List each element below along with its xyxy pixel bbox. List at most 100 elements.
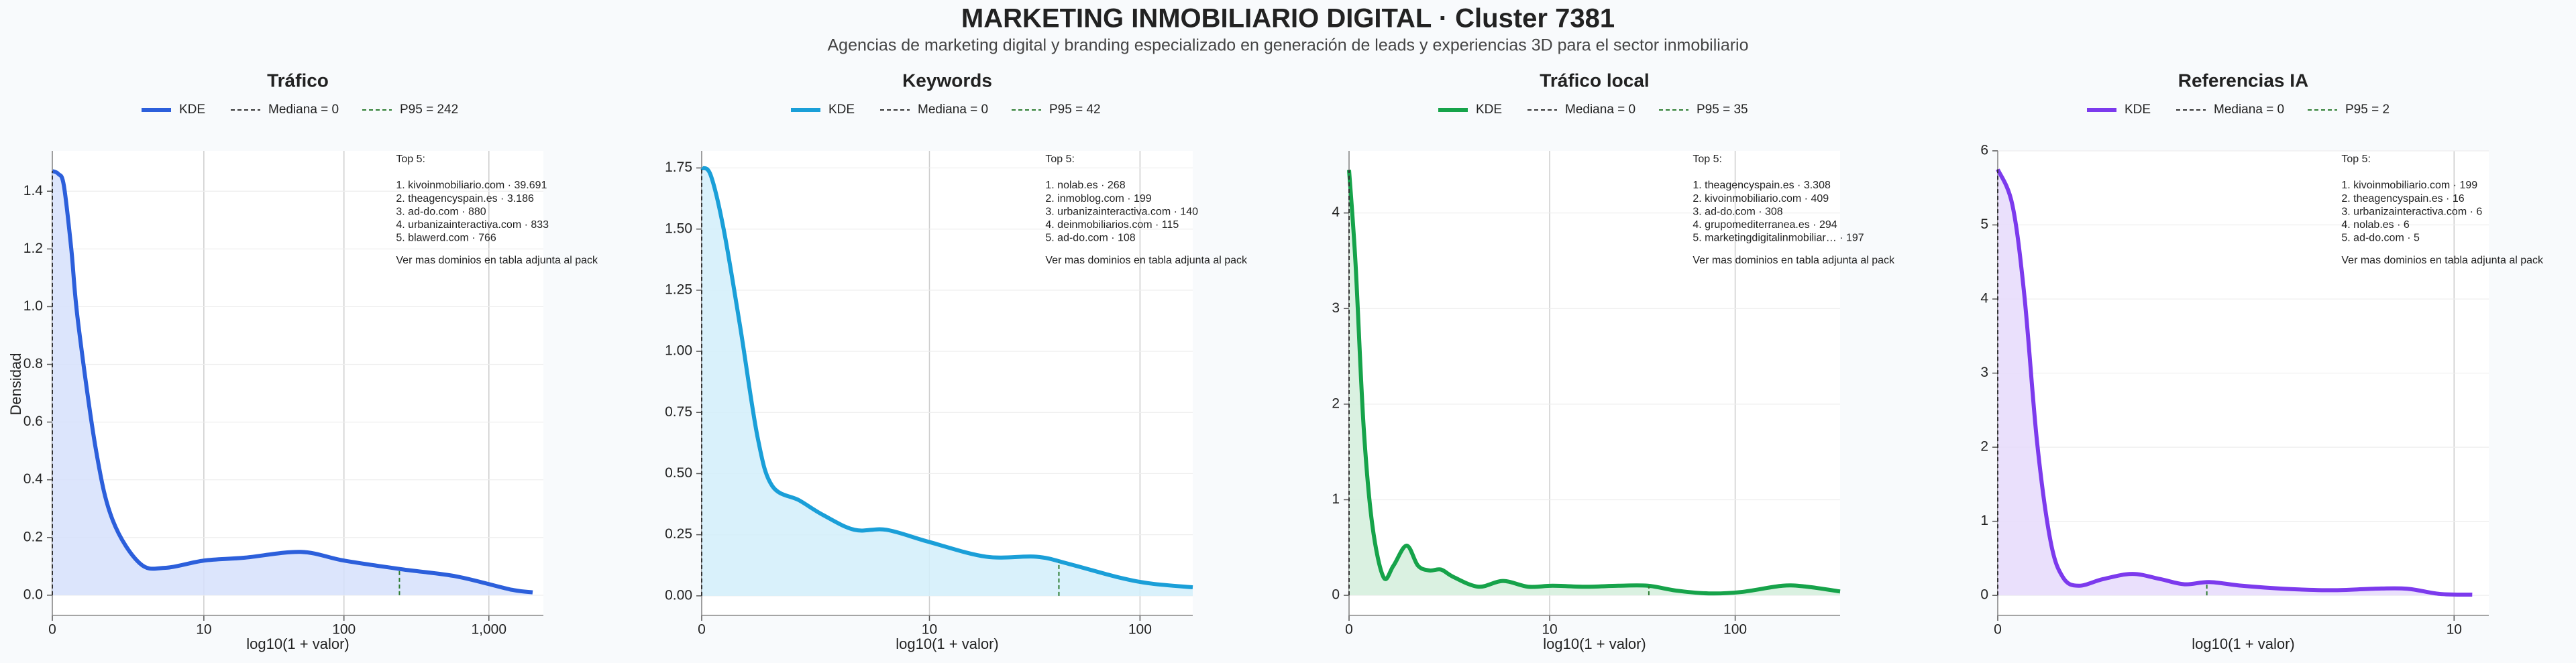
x-tick-label: 0	[1994, 622, 2002, 638]
y-tick-label: 1	[1332, 491, 1340, 507]
x-tick-label: 1,000	[471, 622, 506, 638]
x-axis-label: log10(1 + valor)	[896, 636, 998, 652]
annotation-line: 3. urbanizainteractiva.com · 140	[1045, 206, 1198, 217]
annotation-line: 3. ad-do.com · 308	[1693, 206, 1782, 217]
plot-area	[1349, 151, 1840, 615]
y-tick-label: 2	[1980, 439, 1988, 455]
y-tick-label: 0	[1980, 587, 1988, 603]
y-tick-label: 4	[1980, 291, 1988, 306]
legend-label: Mediana = 0	[918, 103, 988, 117]
y-tick-label: 3	[1332, 300, 1340, 316]
x-axis-label: log10(1 + valor)	[2192, 636, 2294, 652]
y-tick-label: 1.4	[23, 183, 44, 198]
annotation-line: 5. blawerd.com · 766	[396, 233, 496, 244]
x-tick-label: 100	[1723, 622, 1747, 638]
annotation-footer: Ver mas dominios en tabla adjunta al pac…	[396, 255, 598, 266]
annotation-line: 4. nolab.es · 6	[2341, 219, 2410, 231]
legend-label: P95 = 35	[1697, 103, 1748, 117]
annotation-line: 5. marketingdigitalinmobiliar… · 197	[1693, 233, 1864, 244]
y-tick-label: 1.00	[665, 343, 692, 359]
kde-line	[1996, 168, 2473, 597]
annotation-line: 5. ad-do.com · 5	[2341, 233, 2420, 244]
figure-subtitle: Agencias de marketing digital y branding…	[827, 36, 1748, 55]
y-tick-label: 1.25	[665, 282, 692, 297]
panel-title: Keywords	[902, 70, 992, 91]
y-tick-label: 0.4	[23, 471, 44, 487]
legend-label: P95 = 42	[1049, 103, 1101, 117]
y-tick-label: 1.2	[23, 241, 43, 256]
legend-label: P95 = 242	[400, 103, 458, 117]
y-tick-label: 0.50	[665, 465, 692, 481]
x-axis-label: log10(1 + valor)	[246, 636, 349, 652]
y-axis-label: Densidad	[7, 353, 24, 416]
kde-area	[702, 168, 1193, 596]
annotation-line: 4. deinmobiliarios.com · 115	[1045, 219, 1179, 231]
x-tick-label: 0	[698, 622, 706, 638]
y-tick-label: 0.25	[665, 526, 692, 542]
legend-label: P95 = 2	[2345, 103, 2390, 117]
kde-line	[51, 169, 533, 595]
legend-label: Mediana = 0	[2214, 103, 2284, 117]
legend-label: KDE	[179, 103, 205, 117]
panel-title: Tráfico	[267, 70, 329, 91]
annotation-line: 5. ad-do.com · 108	[1045, 233, 1135, 244]
annotation-line: 4. urbanizainteractiva.com · 833	[396, 219, 549, 231]
y-tick-label: 0	[1332, 587, 1340, 603]
panel-title: Referencias IA	[2178, 70, 2309, 91]
annotation-line: 1. theagencyspain.es · 3.308	[1693, 180, 1831, 191]
annotation-line: 3. ad-do.com · 880	[396, 206, 486, 217]
kde-line	[700, 166, 1193, 590]
plot-area	[1998, 151, 2489, 615]
kde-line	[1347, 170, 1841, 596]
annotation-title: Top 5:	[2341, 154, 2371, 165]
y-tick-label: 0.0	[23, 587, 43, 602]
y-tick-label: 0.8	[23, 356, 43, 371]
x-tick-label: 10	[2447, 622, 2462, 638]
y-tick-label: 2	[1332, 396, 1340, 411]
kde-area	[1998, 169, 2473, 596]
y-tick-label: 0.75	[665, 404, 692, 420]
y-tick-label: 0.6	[23, 414, 43, 429]
annotation-line: 1. kivoinmobiliario.com · 199	[2341, 180, 2477, 191]
annotation-line: 3. urbanizainteractiva.com · 6	[2341, 206, 2482, 217]
annotation-line: 2. inmoblog.com · 199	[1045, 193, 1151, 204]
annotation-title: Top 5:	[396, 154, 425, 165]
x-tick-label: 10	[196, 622, 211, 638]
x-tick-label: 0	[48, 622, 56, 638]
plot-area	[52, 151, 543, 615]
y-tick-label: 3	[1980, 365, 1988, 380]
x-tick-label: 0	[1345, 622, 1353, 638]
y-tick-label: 1	[1980, 513, 1988, 528]
x-tick-label: 100	[332, 622, 356, 638]
annotation-footer: Ver mas dominios en tabla adjunta al pac…	[1045, 255, 1248, 266]
annotation-line: 4. grupomediterranea.es · 294	[1693, 219, 1837, 231]
annotation-title: Top 5:	[1045, 154, 1075, 165]
annotation-line: 2. kivoinmobiliario.com · 409	[1693, 193, 1829, 204]
y-tick-label: 0.2	[23, 529, 43, 544]
legend-label: KDE	[1476, 103, 1502, 117]
annotation-line: 2. theagencyspain.es · 16	[2341, 193, 2464, 204]
legend-label: KDE	[828, 103, 855, 117]
legend-label: Mediana = 0	[1565, 103, 1635, 117]
kde-area	[52, 171, 533, 595]
y-tick-label: 1.50	[665, 221, 692, 236]
y-tick-label: 1.0	[23, 298, 43, 314]
annotation-title: Top 5:	[1693, 154, 1722, 165]
annotation-footer: Ver mas dominios en tabla adjunta al pac…	[2341, 255, 2544, 266]
y-tick-label: 6	[1980, 143, 1988, 158]
y-tick-label: 0.00	[665, 587, 692, 603]
legend-label: KDE	[2125, 103, 2151, 117]
figure-title: MARKETING INMOBILIARIO DIGITAL · Cluster…	[961, 4, 1615, 34]
x-tick-label: 100	[1128, 622, 1152, 638]
y-tick-label: 4	[1332, 204, 1340, 220]
legend-label: Mediana = 0	[268, 103, 339, 117]
annotation-line: 2. theagencyspain.es · 3.186	[396, 193, 534, 204]
x-tick-label: 10	[922, 622, 937, 638]
panel-title: Tráfico local	[1540, 70, 1649, 91]
x-axis-label: log10(1 + valor)	[1543, 636, 1646, 652]
annotation-line: 1. kivoinmobiliario.com · 39.691	[396, 180, 547, 191]
y-tick-label: 1.75	[665, 160, 692, 175]
annotation-line: 1. nolab.es · 268	[1045, 180, 1125, 191]
